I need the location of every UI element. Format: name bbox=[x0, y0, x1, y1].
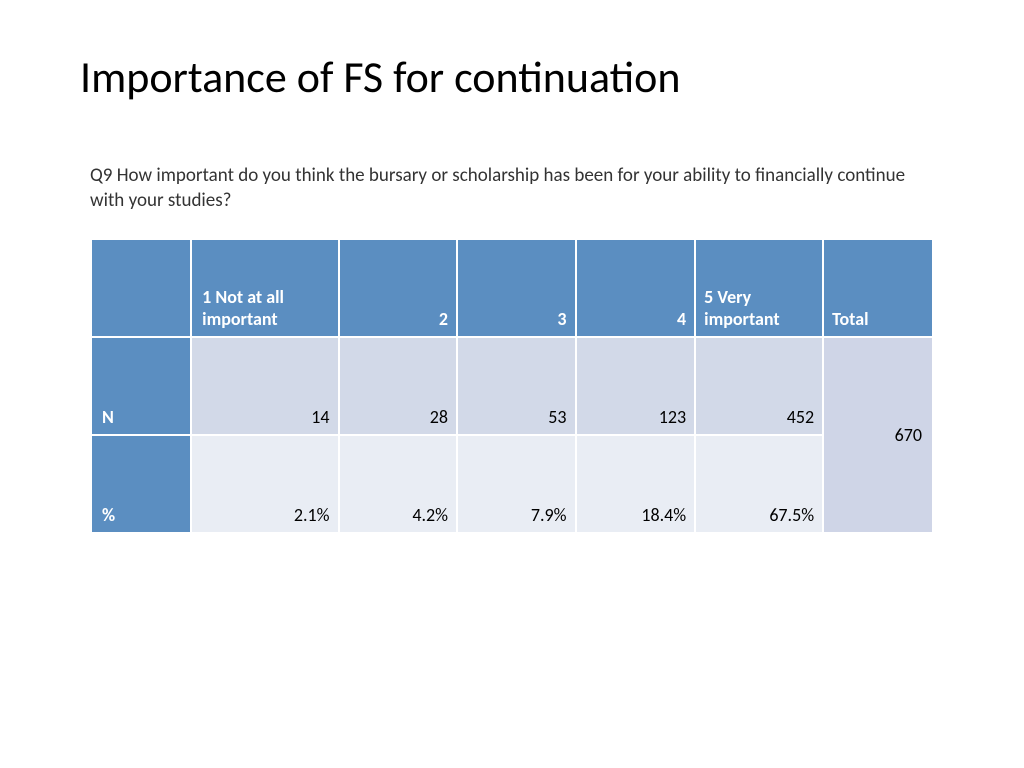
results-table: 1 Not at all important 2 3 4 5 Very impo… bbox=[90, 238, 934, 534]
table-header-row: 1 Not at all important 2 3 4 5 Very impo… bbox=[91, 239, 933, 337]
header-col-4: 4 bbox=[576, 239, 696, 337]
slide-title: Importance of FS for continuation bbox=[80, 50, 944, 104]
cell-p-3: 7.9% bbox=[457, 435, 575, 533]
cell-n-1: 14 bbox=[191, 337, 338, 435]
row-label-pct: % bbox=[91, 435, 191, 533]
cell-p-2: 4.2% bbox=[339, 435, 457, 533]
cell-n-2: 28 bbox=[339, 337, 457, 435]
header-col-total: Total bbox=[823, 239, 933, 337]
cell-n-4: 123 bbox=[576, 337, 696, 435]
cell-n-5: 452 bbox=[695, 337, 823, 435]
cell-n-3: 53 bbox=[457, 337, 575, 435]
question-text: Q9 How important do you think the bursar… bbox=[90, 164, 934, 213]
slide: Importance of FS for continuation Q9 How… bbox=[0, 0, 1024, 584]
row-label-n: N bbox=[91, 337, 191, 435]
header-col-3: 3 bbox=[457, 239, 575, 337]
table-row: % 2.1% 4.2% 7.9% 18.4% 67.5% bbox=[91, 435, 933, 533]
cell-p-4: 18.4% bbox=[576, 435, 696, 533]
header-col-5: 5 Very important bbox=[695, 239, 823, 337]
cell-total: 670 bbox=[823, 337, 933, 533]
header-blank bbox=[91, 239, 191, 337]
cell-p-1: 2.1% bbox=[191, 435, 338, 533]
cell-p-5: 67.5% bbox=[695, 435, 823, 533]
header-col-2: 2 bbox=[339, 239, 457, 337]
table-row: N 14 28 53 123 452 670 bbox=[91, 337, 933, 435]
header-col-1: 1 Not at all important bbox=[191, 239, 338, 337]
